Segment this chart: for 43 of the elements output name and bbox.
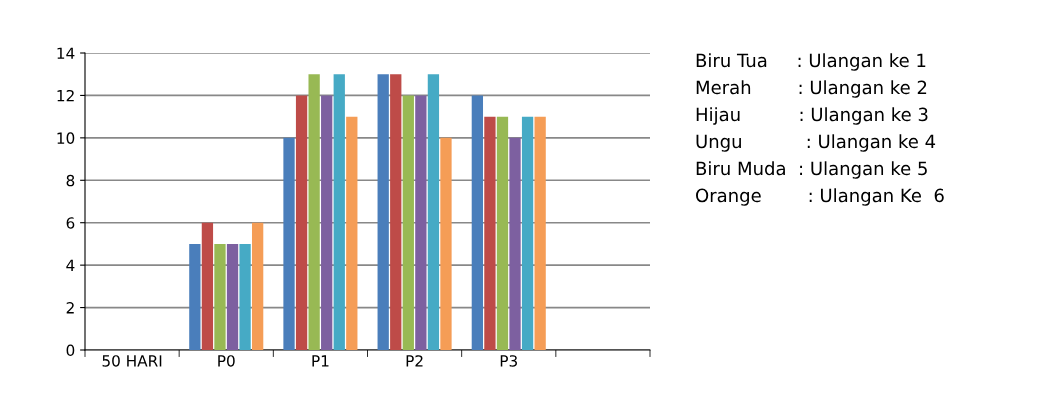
- x-tick-label: P1: [312, 355, 329, 367]
- bar: [521, 116, 534, 350]
- bar: [402, 95, 414, 350]
- text: Ungu : Ulangan ke 4: [696, 134, 936, 152]
- y-tick-label: 4: [66, 259, 75, 271]
- bar: [189, 243, 201, 350]
- x-tick-label: P0: [218, 355, 235, 367]
- bar: [283, 137, 295, 350]
- y-tick-label: 12: [57, 89, 74, 102]
- bar: [295, 95, 308, 350]
- x-tick-label: P3: [500, 355, 517, 367]
- bar: [251, 222, 264, 350]
- text: Biru Muda : Ulangan ke 5: [696, 161, 927, 179]
- bar: [484, 116, 496, 350]
- text: Orange : Ulangan Ke 6: [696, 188, 944, 206]
- bar: [415, 95, 427, 350]
- bar: [333, 74, 345, 350]
- y-tick-label: 8: [66, 174, 75, 187]
- text: Biru Tua : Ulangan ke 1: [696, 53, 926, 71]
- text: Merah : Ulangan ke 2: [696, 80, 927, 98]
- x-tick-label: P2: [406, 355, 423, 367]
- x-tick-label: 50 HARI: [102, 355, 162, 367]
- bar: [308, 74, 320, 350]
- bar: [390, 74, 402, 350]
- bar: [226, 243, 239, 350]
- y-tick-label: 0: [66, 344, 75, 357]
- y-tick-label: 2: [66, 302, 74, 314]
- bar: [471, 95, 484, 350]
- bar: [321, 95, 333, 350]
- text: Hijau : Ulangan ke 3: [696, 107, 928, 125]
- y-tick-label: 6: [66, 217, 75, 229]
- y-tick-label: 14: [57, 47, 75, 59]
- bar: [496, 116, 509, 350]
- bar: [509, 137, 521, 350]
- bar: [214, 243, 226, 350]
- bar: [440, 137, 452, 350]
- bar: [239, 243, 251, 350]
- y-tick-label: 10: [57, 132, 75, 144]
- bar: [534, 116, 546, 350]
- bar: [346, 116, 358, 350]
- bar: [427, 74, 440, 350]
- bar: [377, 74, 389, 350]
- bar: [201, 222, 214, 350]
